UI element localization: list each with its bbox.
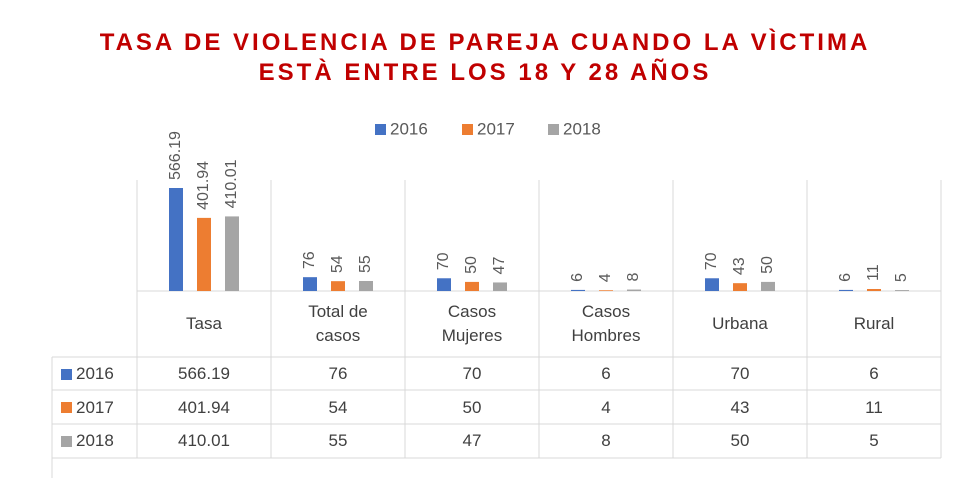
table-cell: 70: [462, 364, 482, 383]
table-series-name: 2016: [76, 364, 114, 383]
bar: [599, 290, 613, 291]
data-label: 76: [301, 251, 318, 269]
data-label: 43: [731, 257, 748, 275]
data-label: 70: [703, 252, 720, 270]
table-cell: 43: [730, 397, 750, 417]
bar: [303, 277, 317, 291]
bar: [761, 281, 775, 291]
bar: [627, 289, 641, 291]
table-cell: 76: [328, 364, 348, 383]
data-label: 8: [625, 273, 642, 282]
x-tick-label: Urbana: [712, 314, 768, 333]
table-cell: 55: [328, 431, 348, 451]
data-label: 410.01: [223, 159, 240, 208]
legend-label: 2017: [477, 119, 515, 138]
data-label: 55: [357, 255, 374, 273]
bar: [331, 281, 345, 291]
data-label: 566.19: [167, 131, 184, 180]
x-tick-label: Total de casos: [308, 302, 368, 345]
x-tick-label: Casos Hombres: [571, 302, 641, 345]
bar: [705, 278, 719, 291]
table-legend-key: [61, 368, 72, 380]
table-cell: 47: [462, 431, 482, 451]
table-cell: 401.94: [178, 397, 230, 417]
legend-key: [375, 124, 386, 135]
bar: [465, 281, 479, 291]
data-label: 6: [837, 273, 854, 282]
data-label: 6: [569, 273, 586, 282]
table-cell: 8: [601, 431, 611, 451]
table-series-name: 2017: [76, 397, 114, 417]
bar: [437, 278, 451, 291]
bar: [359, 280, 373, 291]
data-label: 54: [329, 255, 346, 273]
bar: [867, 288, 881, 291]
table-cell: 410.01: [178, 431, 230, 451]
table-row-header: 2016: [52, 357, 137, 391]
legend-label: 2018: [563, 119, 601, 138]
table-cell: 50: [730, 431, 750, 451]
bar: [895, 290, 909, 291]
table-cell: 4: [601, 397, 611, 417]
bar: [839, 289, 853, 291]
table-cell: 6: [869, 364, 879, 383]
data-label: 11: [865, 264, 882, 281]
legend-label: 2016: [390, 119, 428, 138]
table-cell: 5: [869, 431, 879, 451]
x-tick-label: Rural: [853, 314, 895, 333]
data-label: 50: [463, 256, 480, 274]
bar: [197, 217, 211, 291]
bar: [571, 289, 585, 291]
table-cell: 54: [328, 397, 348, 417]
table-cell: 11: [865, 397, 883, 417]
table-cell: 50: [462, 397, 482, 417]
data-label: 50: [759, 256, 776, 274]
data-label: 401.94: [195, 161, 212, 210]
bar: [169, 188, 183, 291]
table-legend-key: [61, 435, 72, 447]
table-cell: 6: [601, 364, 611, 383]
data-label: 5: [893, 273, 910, 282]
legend-key: [548, 124, 559, 135]
data-label: 4: [597, 273, 614, 282]
x-tick-label: Casos Mujeres: [441, 302, 503, 345]
table-row-header: 2017: [52, 391, 137, 425]
bar: [493, 282, 507, 291]
bar: [225, 216, 239, 291]
table-cell: 70: [730, 364, 750, 383]
table-series-name: 2018: [76, 431, 114, 451]
data-label: 70: [435, 252, 452, 270]
bar: [733, 283, 747, 291]
x-tick-label: Tasa: [186, 314, 222, 333]
table-cell: 566.19: [178, 364, 230, 383]
table-row-header: 2018: [52, 424, 137, 458]
chart-title: TASA DE VIOLENCIA DE PAREJA CUANDO LA VÌ…: [99, 29, 871, 86]
legend-key: [462, 124, 473, 135]
table-legend-key: [61, 402, 72, 414]
data-label: 47: [491, 257, 508, 275]
